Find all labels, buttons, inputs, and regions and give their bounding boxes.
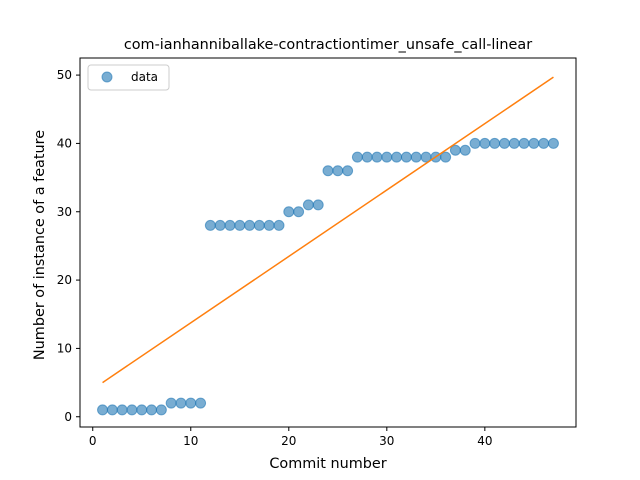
- data-point: [362, 152, 372, 162]
- data-point: [245, 220, 255, 230]
- data-point: [186, 398, 196, 408]
- y-tick-label: 0: [64, 410, 72, 424]
- data-point: [392, 152, 402, 162]
- data-point: [323, 166, 333, 176]
- x-tick-label: 40: [477, 434, 492, 448]
- data-point: [441, 152, 451, 162]
- data-point: [499, 138, 509, 148]
- data-point: [460, 145, 470, 155]
- data-point: [480, 138, 490, 148]
- data-point: [147, 405, 157, 415]
- data-point: [225, 220, 235, 230]
- data-point: [539, 138, 549, 148]
- data-point: [303, 200, 313, 210]
- chart-title: com-ianhanniballake-contractiontimer_uns…: [124, 37, 532, 53]
- data-point: [490, 138, 500, 148]
- data-point: [382, 152, 392, 162]
- plot-area: [98, 77, 559, 415]
- data-point: [166, 398, 176, 408]
- data-point: [196, 398, 206, 408]
- fit-line: [103, 77, 554, 382]
- data-point: [156, 405, 166, 415]
- data-point: [254, 220, 264, 230]
- data-point: [274, 220, 284, 230]
- x-tick-label: 0: [89, 434, 97, 448]
- y-tick-label: 50: [57, 68, 72, 82]
- data-point: [519, 138, 529, 148]
- data-point: [205, 220, 215, 230]
- data-point: [529, 138, 539, 148]
- data-point: [313, 200, 323, 210]
- legend-marker-data: [102, 72, 112, 82]
- data-point: [264, 220, 274, 230]
- data-point: [411, 152, 421, 162]
- data-point: [127, 405, 137, 415]
- y-axis-label: Number of instance of a feature: [32, 130, 48, 360]
- x-tick-label: 30: [379, 434, 394, 448]
- axes-frame: [80, 58, 576, 427]
- data-point: [117, 405, 127, 415]
- data-point: [352, 152, 362, 162]
- data-point: [176, 398, 186, 408]
- data-point: [509, 138, 519, 148]
- y-tick-label: 30: [57, 205, 72, 219]
- data-point: [343, 166, 353, 176]
- y-tick-label: 20: [57, 273, 72, 287]
- data-point: [401, 152, 411, 162]
- x-tick-label: 20: [281, 434, 296, 448]
- data-point: [372, 152, 382, 162]
- data-point: [294, 207, 304, 217]
- data-point: [333, 166, 343, 176]
- data-point: [470, 138, 480, 148]
- axis-ticks: 0 10 20 30 40 0 10 20 30 40 50: [57, 68, 493, 448]
- data-point: [284, 207, 294, 217]
- y-tick-label: 40: [57, 136, 72, 150]
- data-point: [98, 405, 108, 415]
- x-tick-label: 10: [183, 434, 198, 448]
- data-point: [107, 405, 117, 415]
- data-point: [137, 405, 147, 415]
- legend-label-data: data: [131, 70, 158, 84]
- x-axis-label: Commit number: [269, 456, 386, 472]
- data-point: [215, 220, 225, 230]
- legend: data: [88, 65, 169, 90]
- data-point: [235, 220, 245, 230]
- data-point: [548, 138, 558, 148]
- y-tick-label: 10: [57, 341, 72, 355]
